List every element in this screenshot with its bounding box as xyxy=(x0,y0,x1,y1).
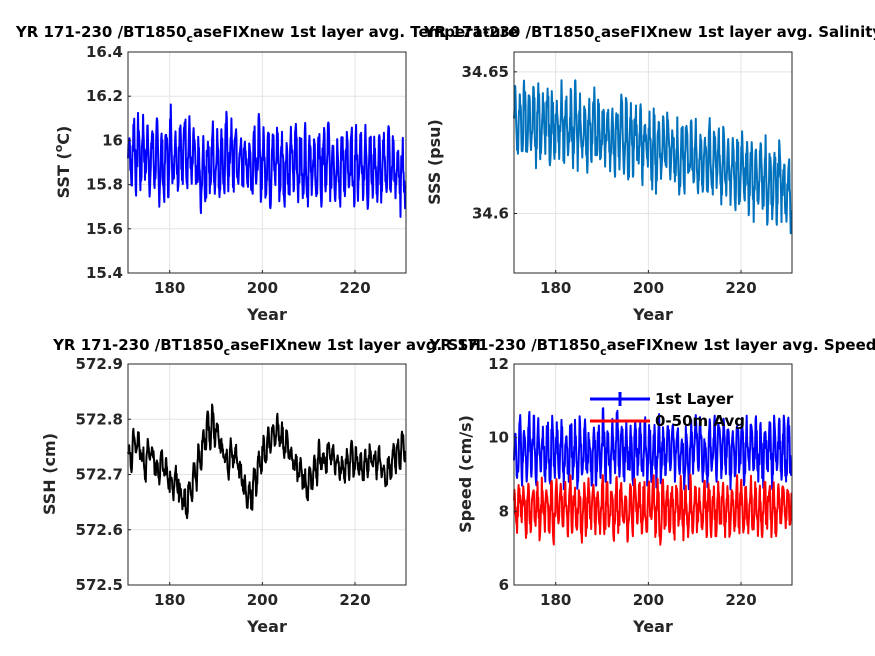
x-tick-label: 200 xyxy=(633,279,664,297)
y-axis-label: SST (oC) xyxy=(52,126,73,199)
x-axis-label: Year xyxy=(632,305,673,324)
y-tick-label: 6 xyxy=(499,576,509,594)
y-tick-label: 16.4 xyxy=(86,43,123,61)
y-tick-label: 16.2 xyxy=(86,87,123,105)
y-tick-label: 572.9 xyxy=(76,355,123,373)
x-tick-label: 200 xyxy=(247,279,278,297)
series-line-main xyxy=(127,403,407,520)
y-tick-label: 12 xyxy=(488,355,509,373)
chart-title: YR 171-230 /BT1850caseFIXnew 1st layer a… xyxy=(428,336,875,358)
legend-label-0-50m-avg: 0-50m Avg xyxy=(655,412,745,430)
y-tick-label: 16 xyxy=(102,131,123,149)
legend-label-1st-layer: 1st Layer xyxy=(655,390,734,408)
chart-title: YR 171-230 /BT1850caseFIXnew 1st layer a… xyxy=(15,23,518,45)
axes-frame xyxy=(513,51,793,274)
axes-frame xyxy=(127,51,407,274)
series-layer xyxy=(127,103,407,218)
chart-title: YR 171-230 /BT1850caseFIXnew 1st layer a… xyxy=(52,336,481,358)
tick-labels: 180 200 220 572.5 572.6 572.7 572.8 572.9 xyxy=(76,355,371,609)
y-tick-label: 34.6 xyxy=(472,205,509,223)
x-tick-label: 220 xyxy=(725,279,756,297)
tick-labels: 180 200 220 15.4 15.6 15.8 16 16.2 16.4 xyxy=(86,43,371,297)
panel-ssh: 180 200 220 572.5 572.6 572.7 572.8 572.9 YR 17… xyxy=(40,336,481,636)
x-tick-label: 180 xyxy=(154,591,185,609)
series-line-1st-layer xyxy=(513,407,793,491)
chart-title: YR 171-230 /BT1850caseFIXnew 1st layer a… xyxy=(423,23,875,45)
panel-temperature: 180 200 220 15.4 15.6 15.8 16 16.2 16.4 YR 171-2… xyxy=(15,23,518,324)
series-layer xyxy=(513,79,793,235)
y-tick-label: 15.6 xyxy=(86,220,123,238)
y-axis-label: SSH (cm) xyxy=(40,433,59,515)
panel-speed: 180 200 220 6 8 10 12 YR 171-230 /BT1850caseFI… xyxy=(428,336,875,636)
y-tick-label: 8 xyxy=(499,502,509,520)
y-axis-label: Speed (cm/s) xyxy=(456,415,475,533)
legend: 1st Layer 0-50m Avg xyxy=(590,390,745,430)
x-axis-label: Year xyxy=(246,305,287,324)
series-layer xyxy=(513,407,793,546)
y-tick-label: 572.8 xyxy=(76,410,123,428)
panel-salinity: 180 200 220 34.6 34.65 YR 171-230 /BT1850cas… xyxy=(423,23,875,324)
series-layer xyxy=(127,403,407,520)
series-line-main xyxy=(513,79,793,235)
y-tick-label: 15.4 xyxy=(86,264,123,282)
tick-labels: 180 200 220 6 8 10 12 xyxy=(488,355,757,609)
y-tick-label: 15.8 xyxy=(86,176,123,194)
y-tick-label: 10 xyxy=(488,429,509,447)
series-line-main xyxy=(127,103,407,218)
series-line-0-50m-avg xyxy=(513,473,793,546)
axes-frame xyxy=(513,363,793,586)
x-tick-label: 220 xyxy=(339,591,370,609)
y-tick-label: 34.65 xyxy=(462,63,509,81)
x-axis-label: Year xyxy=(632,617,673,636)
x-tick-label: 180 xyxy=(154,279,185,297)
x-axis-label: Year xyxy=(246,617,287,636)
y-tick-label: 572.7 xyxy=(76,466,123,484)
tick-labels: 180 200 220 34.6 34.65 xyxy=(462,63,757,297)
y-axis-label: SSS (psu) xyxy=(425,119,444,205)
x-tick-label: 180 xyxy=(540,279,571,297)
x-tick-label: 180 xyxy=(540,591,571,609)
x-tick-label: 200 xyxy=(633,591,664,609)
x-tick-label: 200 xyxy=(247,591,278,609)
y-tick-label: 572.5 xyxy=(76,576,123,594)
y-tick-label: 572.6 xyxy=(76,521,123,539)
x-tick-label: 220 xyxy=(725,591,756,609)
x-tick-label: 220 xyxy=(339,279,370,297)
